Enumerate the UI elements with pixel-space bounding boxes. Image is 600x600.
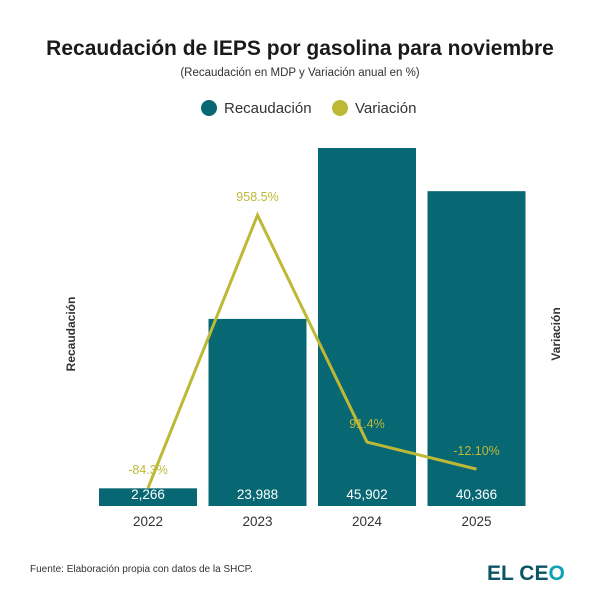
x-tick-2022: 2022 xyxy=(133,514,163,529)
bar-label-2025: 40,366 xyxy=(456,487,497,502)
y2-axis-title: Variación xyxy=(549,307,563,360)
legend: Recaudación Variación xyxy=(201,100,416,117)
legend-swatch-recaudacion xyxy=(201,100,217,116)
x-tick-2025: 2025 xyxy=(461,514,491,529)
variacion-label-2024: 91.4% xyxy=(349,417,384,431)
source-note: Fuente: Elaboración propia con datos de … xyxy=(30,564,253,575)
variacion-label-2023: 958.5% xyxy=(236,190,278,204)
variacion-label-2022: -84.3% xyxy=(128,463,168,477)
x-tick-2024: 2024 xyxy=(352,514,383,529)
legend-label-variacion: Variación xyxy=(355,100,416,117)
el-ceo-logo: EL CEO xyxy=(487,562,565,585)
y-axis-title: Recaudación xyxy=(64,297,78,372)
bar-label-2024: 45,902 xyxy=(346,487,387,502)
bar-2023 xyxy=(208,318,307,506)
bar-label-2023: 23,988 xyxy=(237,487,278,502)
legend-swatch-variacion xyxy=(332,100,348,116)
chart-title: Recaudación de IEPS por gasolina para no… xyxy=(46,37,554,60)
variacion-line xyxy=(146,211,477,489)
legend-label-recaudacion: Recaudación xyxy=(224,100,312,117)
chart-subtitle: (Recaudación en MDP y Variación anual en… xyxy=(180,67,419,79)
bar-2022 xyxy=(99,488,197,506)
bar-2024 xyxy=(318,148,416,506)
x-tick-2023: 2023 xyxy=(242,514,272,529)
bar-2025 xyxy=(427,191,526,506)
variacion-label-2025: -12.10% xyxy=(453,444,500,458)
bar-label-2022: 2,266 xyxy=(131,487,165,502)
